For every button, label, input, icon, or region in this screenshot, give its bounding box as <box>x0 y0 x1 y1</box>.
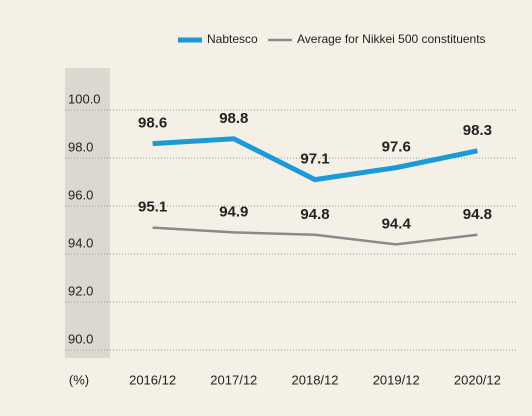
x-tick-label: 2019/12 <box>373 372 420 387</box>
y-tick-label: 94.0 <box>68 235 93 250</box>
axis-band <box>65 68 110 358</box>
y-tick-label: 100.0 <box>68 91 101 106</box>
y-tick-label: 98.0 <box>68 139 93 154</box>
x-tick-label: 2018/12 <box>292 372 339 387</box>
data-label: 98.3 <box>463 122 492 139</box>
data-label: 98.8 <box>219 110 248 127</box>
x-tick-label: 2020/12 <box>454 372 501 387</box>
legend-label: Nabtesco <box>207 32 258 46</box>
x-tick-label: 2017/12 <box>210 372 257 387</box>
data-label: 94.8 <box>463 206 492 223</box>
x-tick-label: 2016/12 <box>129 372 176 387</box>
data-label: 98.6 <box>138 115 167 132</box>
series-line <box>152 136 478 183</box>
legend-label: Average for Nikkei 500 constituents <box>297 32 486 46</box>
data-label: 97.6 <box>382 139 411 156</box>
y-tick-label: 96.0 <box>68 187 93 202</box>
y-tick-label: 92.0 <box>68 283 93 298</box>
data-label: 97.1 <box>300 151 329 168</box>
data-label: 94.9 <box>219 203 248 220</box>
data-label: 94.8 <box>300 206 329 223</box>
y-tick-label: 90.0 <box>68 331 93 346</box>
y-axis-label: (%) <box>69 372 89 387</box>
data-label: 95.1 <box>138 199 167 216</box>
data-label: 94.4 <box>382 215 412 232</box>
series-line <box>152 226 478 246</box>
